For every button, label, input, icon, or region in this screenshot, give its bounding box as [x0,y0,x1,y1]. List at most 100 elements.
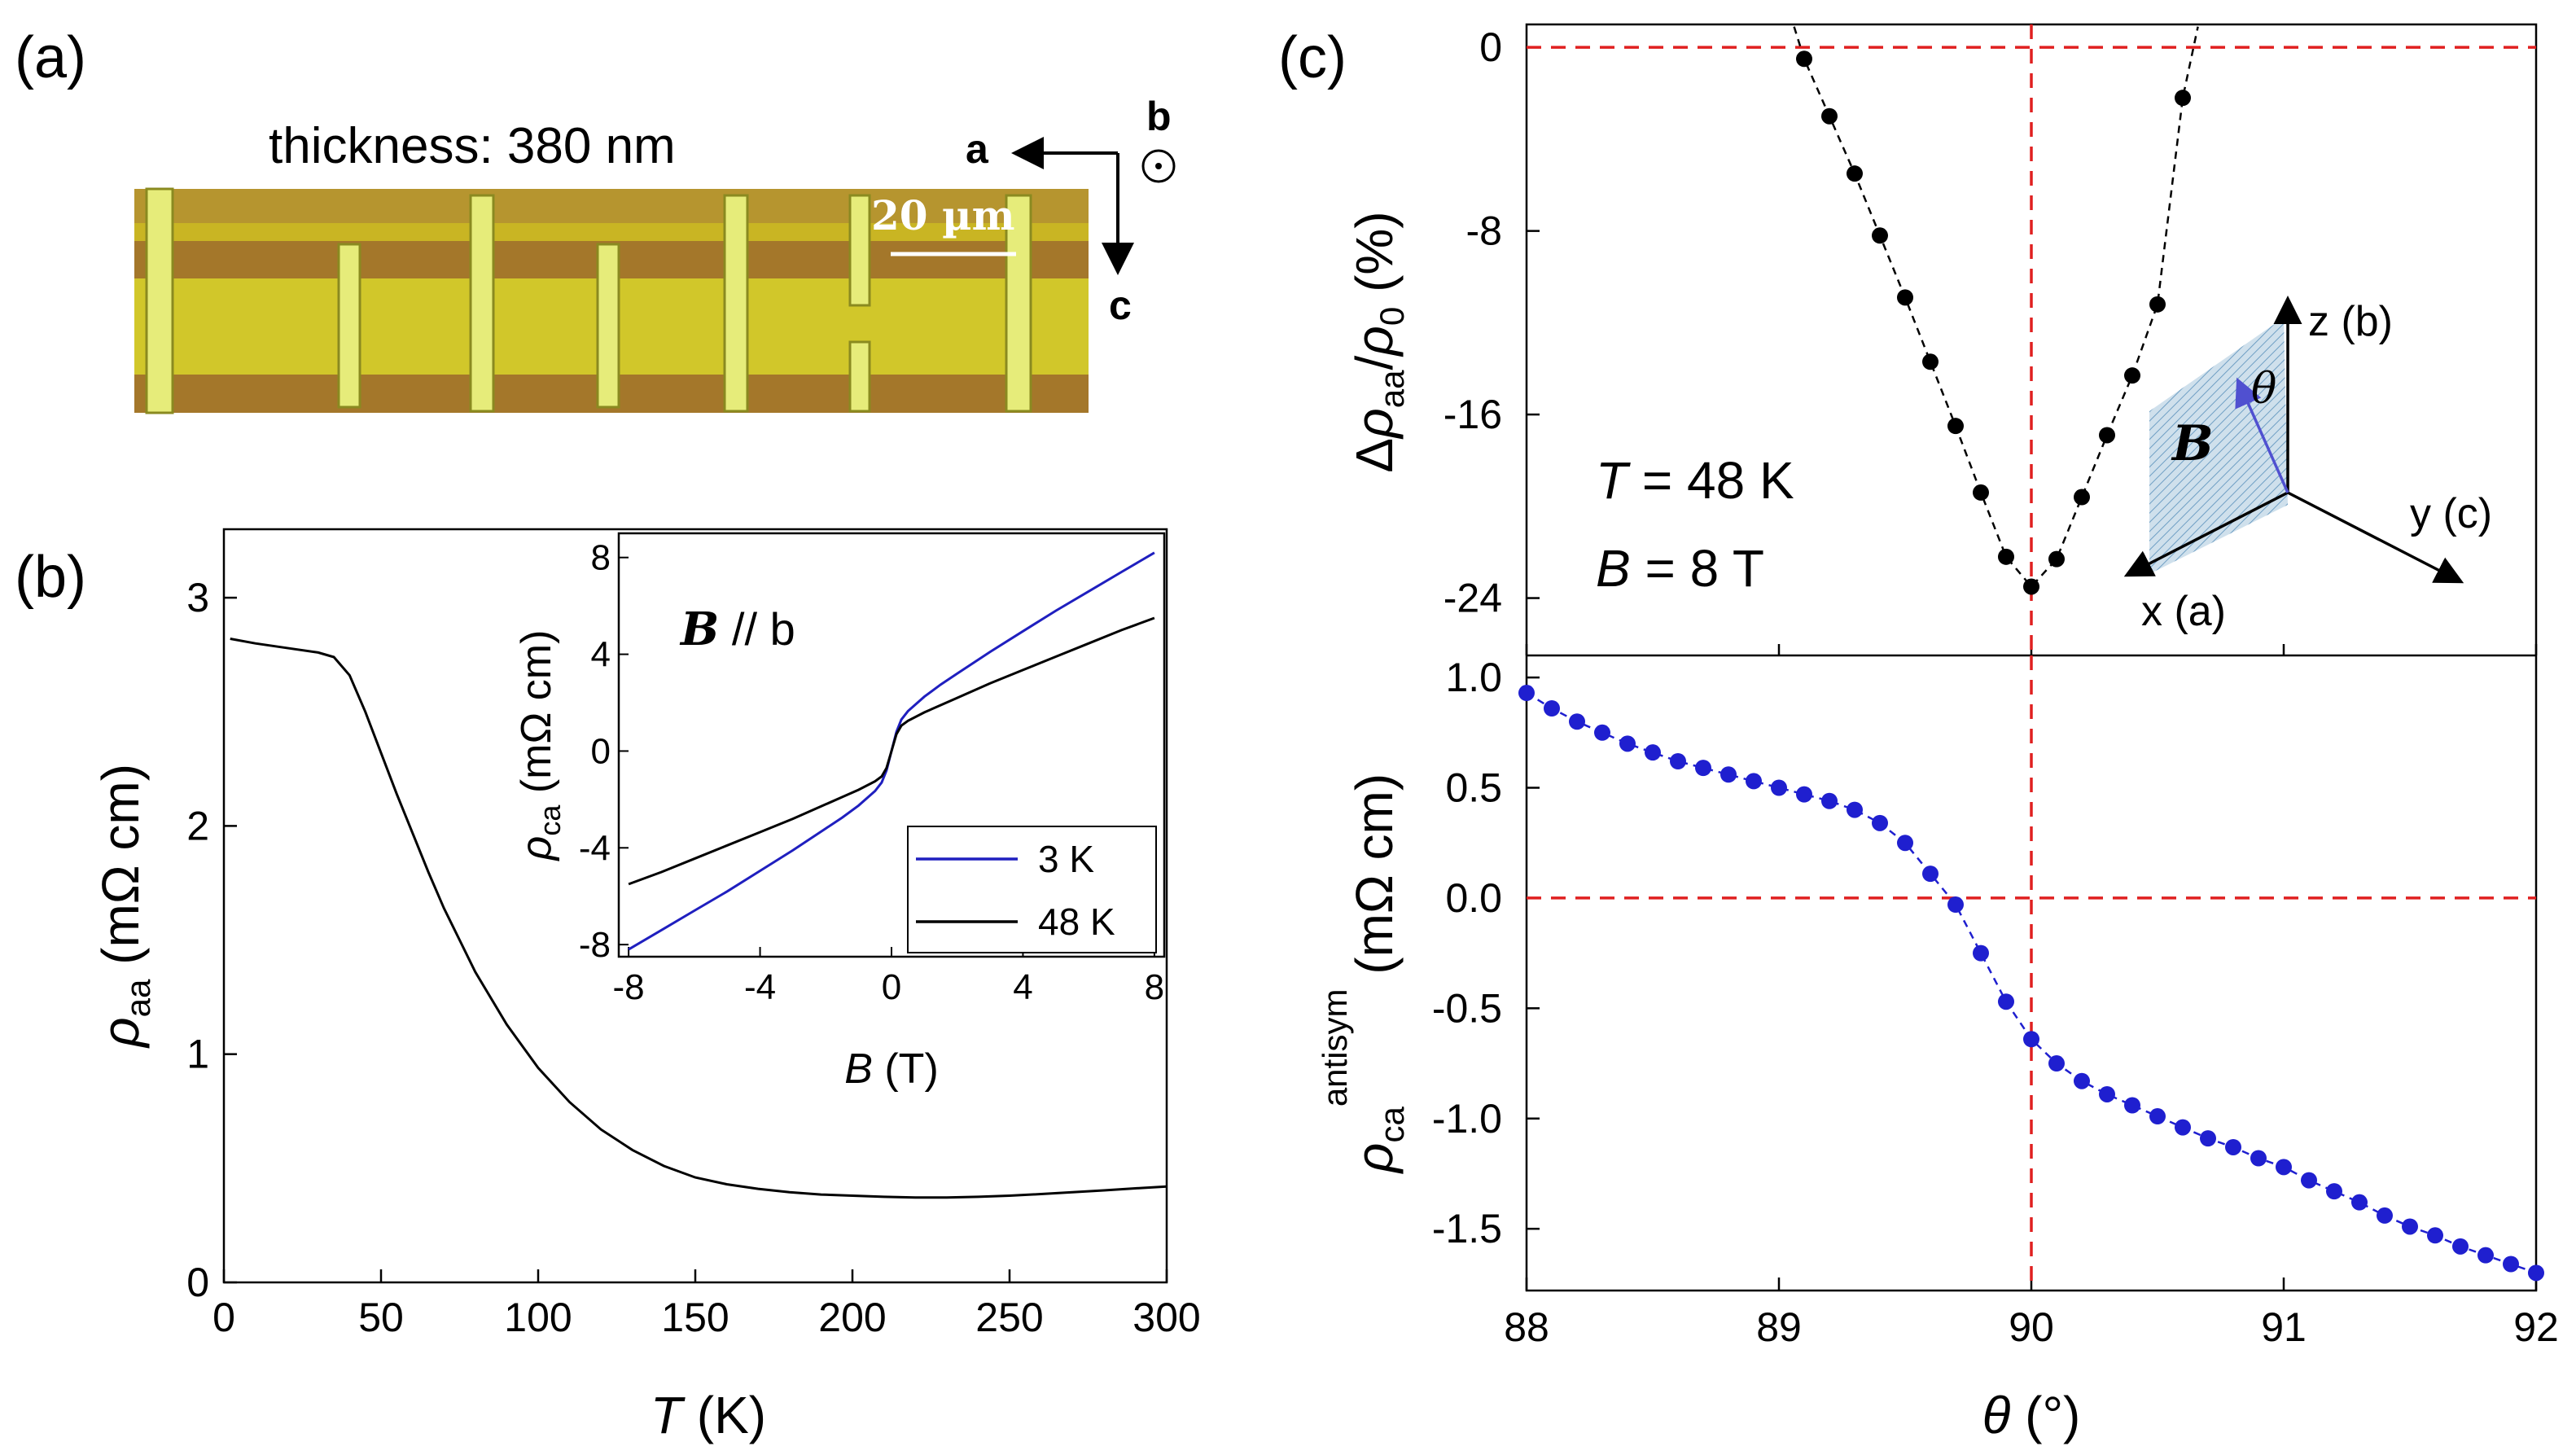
c-top-y-tick-label: -24 [1444,576,1502,621]
panel-b-label: (b) [15,545,86,610]
plot-c-xlabel: θ (°) [1982,1386,2081,1444]
data-point [1645,744,1661,761]
data-point [1947,896,1964,914]
data-point [2124,1097,2140,1114]
fit-line [1793,26,2199,589]
inset-x-tick-label: -8 [613,967,645,1007]
plot-c-bottom-ylabel: ρcaantisym (mΩ cm) [1316,774,1411,1174]
data-point [1619,735,1636,752]
inset-x-tick-label: -4 [744,967,776,1007]
data-point [2074,489,2090,506]
plot-c-bottom: 1.0 0.5 0.0 -0.5 -1.0 -1.5 88 89 90 91 92 [1432,655,2559,1350]
data-point [1695,760,1711,777]
data-point [2301,1172,2317,1189]
data-point [1998,993,2014,1010]
data-point [2099,1085,2115,1102]
plot-b-ylabel: ρaa (mΩ cm) [91,764,157,1049]
data-point [1796,786,1812,803]
crystal-axes [1011,137,1176,275]
plot-b-xlabel: T (K) [651,1386,766,1444]
data-point [2402,1218,2418,1235]
data-point [1872,227,1888,244]
data-point [1897,835,1913,852]
plot-c-top: 0 -8 -16 -24 [1444,24,2538,655]
data-point [2048,550,2065,568]
thickness-label: thickness: 380 nm [269,118,676,174]
data-point [2200,1130,2216,1147]
x-tick-label: 250 [975,1295,1043,1340]
data-point [2528,1264,2544,1282]
data-point [1720,766,1737,783]
legend-48k: 48 K [1038,901,1115,943]
plot-b-main: 0 50 100 150 200 250 300 0 1 2 3 [186,575,1201,1340]
inset-y-tick-label: 8 [591,538,611,578]
c-bottom-y-tick-label: -1.5 [1432,1206,1502,1251]
c-bottom-x-tick-label: 92 [2513,1304,2559,1350]
data-point [1544,700,1560,717]
data-point [1821,107,1838,125]
inset-series-line [628,616,1155,886]
c-top-y-tick-label: -16 [1444,392,1502,437]
data-point [1771,779,1787,796]
axis-a-label: a [966,126,989,172]
plot-c-top-ylabel: Δρaa/ρ0 (%) [1345,211,1411,472]
inset-y-tick-label: -4 [579,828,611,868]
data-point [1973,484,1989,501]
scalebar-label: 20 µm [871,191,1015,239]
data-point [2048,1055,2065,1072]
data-point [2149,1108,2166,1125]
data-point [1796,50,1812,68]
x-tick-label: 100 [504,1295,572,1340]
series-line [230,638,1168,1199]
data-point [2326,1183,2342,1200]
data-point [2427,1227,2443,1244]
data-point [1897,289,1913,306]
x-tick-label: 50 [358,1295,404,1340]
axis-b-label: b [1146,94,1172,139]
legend-3k: 3 K [1038,838,1094,880]
data-point [2099,427,2115,444]
x-tick-label: 200 [818,1295,886,1340]
data-point [1947,418,1964,435]
data-point [1998,548,2014,565]
data-point [1922,353,1939,370]
c-bottom-x-tick-label: 91 [2261,1304,2307,1350]
axis-c-label: c [1109,283,1132,328]
data-point [2477,1247,2494,1264]
data-point [1569,713,1585,730]
data-point [1847,165,1863,182]
data-point [1518,685,1535,702]
c-top-y-tick-label: 0 [1479,24,1502,70]
inset-legend: 3 K 48 K [907,826,1157,953]
inset-xlabel: B (T) [844,1045,939,1093]
inset-y-tick-label: 4 [591,635,611,675]
data-point [2124,367,2140,384]
data-point [2175,90,2191,107]
inset-title: B // b [679,603,795,656]
device-micrograph [134,187,1089,414]
inset-x-tick-label: 4 [1013,967,1032,1007]
y-tick-label: 3 [186,575,209,620]
x-tick-label: 150 [661,1295,729,1340]
data-point [2250,1150,2267,1167]
c-top-y-tick-label: -8 [1466,208,1502,254]
c-bottom-y-tick-label: -0.5 [1432,985,1502,1031]
geometry-inset [2123,296,2464,584]
data-point [1746,773,1762,790]
annotation-field: B = 8 T [1596,539,1764,598]
data-point [2023,578,2039,595]
inset-field-label: B [2171,415,2214,472]
inset-y-tick-label: 0 [591,731,611,771]
data-point [2377,1207,2393,1224]
data-point [1670,753,1686,769]
data-point [1922,866,1939,883]
data-point [1821,792,1838,809]
c-bottom-y-tick-label: -1.0 [1432,1096,1502,1142]
data-point [2276,1159,2292,1176]
data-point [2149,296,2166,313]
inset-x-tick-label: 0 [882,967,901,1007]
data-point [1594,724,1610,741]
c-bottom-y-tick-label: 0.0 [1445,875,1502,921]
plot-b-inset: -8 -4 0 4 8 -8 -4 0 4 8 [579,538,1164,1007]
